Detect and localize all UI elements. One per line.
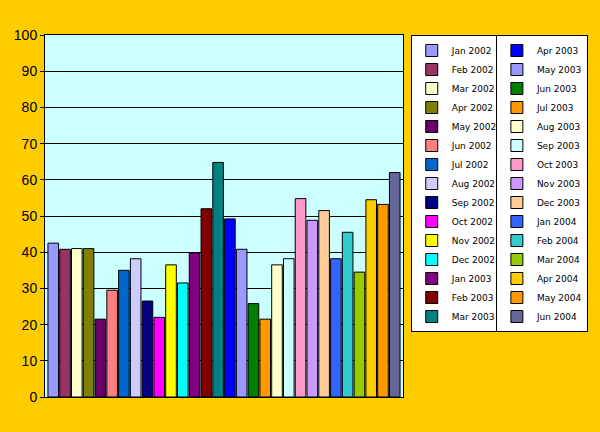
svg-text:May 2004: May 2004 [537,293,582,303]
svg-text:Mar 2004: Mar 2004 [537,255,580,265]
svg-text:Jul 2003: Jul 2003 [536,103,574,113]
svg-text:Dec 2003: Dec 2003 [537,198,580,208]
svg-text:50: 50 [22,208,38,224]
svg-text:Sep 2002: Sep 2002 [452,198,495,208]
svg-text:Oct 2003: Oct 2003 [537,160,578,170]
svg-text:40: 40 [22,244,38,260]
svg-text:Feb 2002: Feb 2002 [452,65,494,75]
svg-text:100: 100 [14,27,38,43]
svg-text:0: 0 [29,389,37,405]
svg-text:30: 30 [22,280,38,296]
svg-text:Mar 2003: Mar 2003 [452,312,495,322]
svg-text:May 2003: May 2003 [537,65,581,75]
svg-text:Jul 2002: Jul 2002 [451,160,489,170]
svg-text:Nov 2003: Nov 2003 [537,179,580,189]
svg-text:Apr 2002: Apr 2002 [452,103,493,113]
svg-text:20: 20 [22,317,38,333]
svg-text:May 2002: May 2002 [452,122,496,132]
svg-text:60: 60 [22,172,38,188]
svg-text:Jun 2004: Jun 2004 [536,312,577,322]
svg-text:Jan 2004: Jan 2004 [536,217,577,227]
svg-text:Jan 2003: Jan 2003 [451,274,492,284]
svg-text:Feb 2003: Feb 2003 [452,293,494,303]
svg-text:10: 10 [22,353,38,369]
svg-text:Nov 2002: Nov 2002 [452,236,495,246]
svg-text:Jun 2002: Jun 2002 [451,141,492,151]
svg-text:Dec 2002: Dec 2002 [452,255,495,265]
svg-text:90: 90 [22,63,38,79]
svg-text:Jan 2002: Jan 2002 [451,46,492,56]
svg-text:Mar 2002: Mar 2002 [452,84,495,94]
svg-text:Apr 2003: Apr 2003 [537,46,578,56]
svg-text:80: 80 [22,99,38,115]
svg-text:70: 70 [22,136,38,152]
svg-text:Aug 2003: Aug 2003 [537,122,580,132]
svg-text:Oct 2002: Oct 2002 [452,217,493,227]
svg-text:Sep 2003: Sep 2003 [537,141,580,151]
svg-text:Apr 2004: Apr 2004 [537,274,579,284]
svg-text:Feb 2004: Feb 2004 [537,236,579,246]
svg-text:Jun 2003: Jun 2003 [536,84,577,94]
svg-text:Aug 2002: Aug 2002 [452,179,495,189]
